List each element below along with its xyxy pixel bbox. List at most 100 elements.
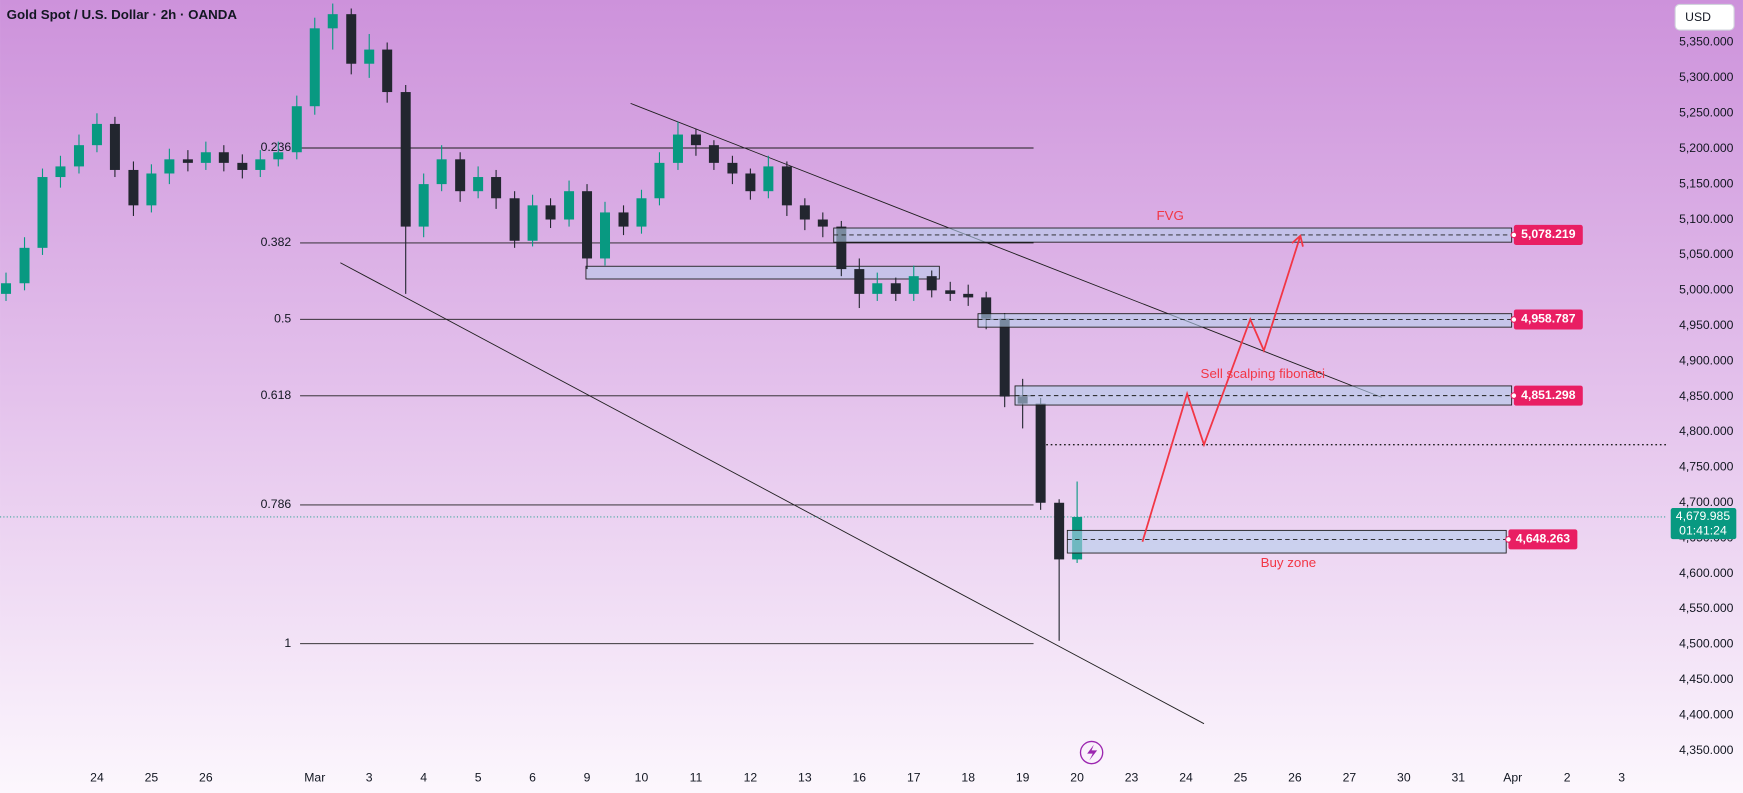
box: [585, 265, 940, 280]
x-tick-label: 24: [1179, 770, 1193, 784]
zone-tag: [1513, 309, 1583, 330]
candle-body: [436, 159, 447, 185]
y-tick-label: 5,300.000: [1679, 70, 1734, 84]
zone-tag: [1513, 224, 1583, 245]
trend-line: [630, 102, 1382, 398]
y-tick-label: 4,800.000: [1679, 424, 1734, 438]
y-tick-label: 4,400.000: [1679, 707, 1734, 721]
candle-body: [981, 297, 992, 319]
candle-body: [654, 162, 665, 199]
x-tick-label: 23: [1125, 770, 1139, 784]
zone: [1066, 529, 1507, 554]
candle-body: [854, 269, 865, 294]
candle-body: [799, 205, 810, 220]
y-tick-label: 4,350.000: [1679, 743, 1734, 757]
y-tick-label: 4,750.000: [1679, 460, 1734, 474]
zone-price: 4,851.298: [1521, 388, 1576, 402]
candle-body: [564, 191, 575, 220]
y-tick-label: 5,150.000: [1679, 176, 1734, 190]
projection-arrowhead: [1291, 234, 1304, 247]
x-tick-label: 2: [1564, 770, 1571, 784]
x-tick-label: 12: [744, 770, 758, 784]
last-price-label: 4,679.985: [1676, 509, 1731, 523]
candle-body: [527, 205, 538, 241]
fib-label: 0.5: [274, 312, 291, 326]
candle-body: [327, 14, 338, 29]
candle-body: [727, 162, 738, 174]
candle-body: [364, 49, 375, 64]
fib-label: 0.618: [261, 388, 292, 402]
candle-body: [872, 283, 883, 294]
annotation: Sell scalping fibonaci: [1201, 366, 1326, 381]
candle-body: [509, 198, 520, 241]
y-tick-label: 4,600.000: [1679, 566, 1734, 580]
x-tick-label: 17: [907, 770, 921, 784]
candle-body: [763, 166, 774, 192]
countdown: 01:41:24: [1679, 524, 1727, 538]
candle-body: [273, 152, 284, 160]
currency-label[interactable]: USD: [1685, 10, 1711, 24]
x-tick-label: 4: [420, 770, 427, 784]
projection-path: [1141, 235, 1302, 542]
zone-handle: [1505, 536, 1512, 543]
annotation: FVG: [1157, 208, 1184, 223]
x-tick-label: 5: [475, 770, 482, 784]
candle-body: [255, 159, 266, 170]
y-tick-label: 5,200.000: [1679, 141, 1734, 155]
candle-body: [618, 212, 629, 227]
candle-body: [908, 276, 919, 294]
candle-body: [745, 173, 756, 192]
y-tick-label: 4,850.000: [1679, 389, 1734, 403]
x-tick-label: 25: [1234, 770, 1248, 784]
candle-body: [1035, 403, 1046, 503]
zone: [977, 313, 1513, 328]
candle-body: [73, 145, 84, 167]
candle-body: [128, 169, 139, 206]
candle-body: [599, 212, 611, 259]
candle-body: [55, 166, 66, 178]
fib-label: 0.786: [261, 497, 292, 511]
plot: 4,350.000 4,400.000 4,450.000 4,500.000 4,55…: [0, 3, 1737, 784]
x-tick-label: 26: [1288, 770, 1302, 784]
candle-body: [473, 177, 484, 192]
trend-line: [340, 262, 1205, 725]
x-tick-label: 3: [1618, 770, 1625, 784]
y-tick-label: 4,550.000: [1679, 601, 1734, 615]
x-tick-label: Apr: [1503, 770, 1522, 784]
candle-body: [218, 152, 229, 163]
zone-price: 4,958.787: [1521, 312, 1576, 326]
candle-body: [926, 276, 937, 291]
candle-body: [945, 290, 956, 294]
candle-body: [491, 177, 502, 199]
chart-title: Gold Spot / U.S. Dollar · 2h · OANDA: [7, 7, 238, 22]
candle-body: [582, 191, 593, 259]
candle-body: [382, 49, 393, 93]
candle-body: [690, 134, 701, 146]
currency-button[interactable]: [1674, 3, 1735, 31]
candle-body: [455, 159, 466, 192]
zone-handle: [1510, 392, 1518, 399]
x-tick-label: 20: [1070, 770, 1084, 784]
zone-tag: [1508, 529, 1578, 550]
event-icon[interactable]: [1079, 740, 1104, 765]
candle-body: [999, 318, 1010, 397]
y-tick-label: 5,100.000: [1679, 212, 1734, 226]
candle-body: [109, 123, 120, 170]
x-tick-label: Mar: [304, 770, 325, 784]
x-tick-label: 11: [690, 770, 703, 784]
x-tick-label: 25: [145, 770, 159, 784]
x-tick-label: 10: [635, 770, 649, 784]
fib-label: 0.236: [261, 140, 292, 154]
x-tick-label: 9: [584, 770, 591, 784]
candle-body: [963, 293, 974, 298]
zone-handle: [1510, 316, 1518, 323]
candle-body: [890, 283, 901, 294]
event-icon-bolt: [1087, 744, 1098, 761]
candle-body: [309, 28, 320, 107]
x-tick-label: 24: [90, 770, 104, 784]
last-price-tag: [1670, 508, 1737, 540]
candle-body: [37, 177, 48, 248]
x-tick-label: 18: [961, 770, 975, 784]
